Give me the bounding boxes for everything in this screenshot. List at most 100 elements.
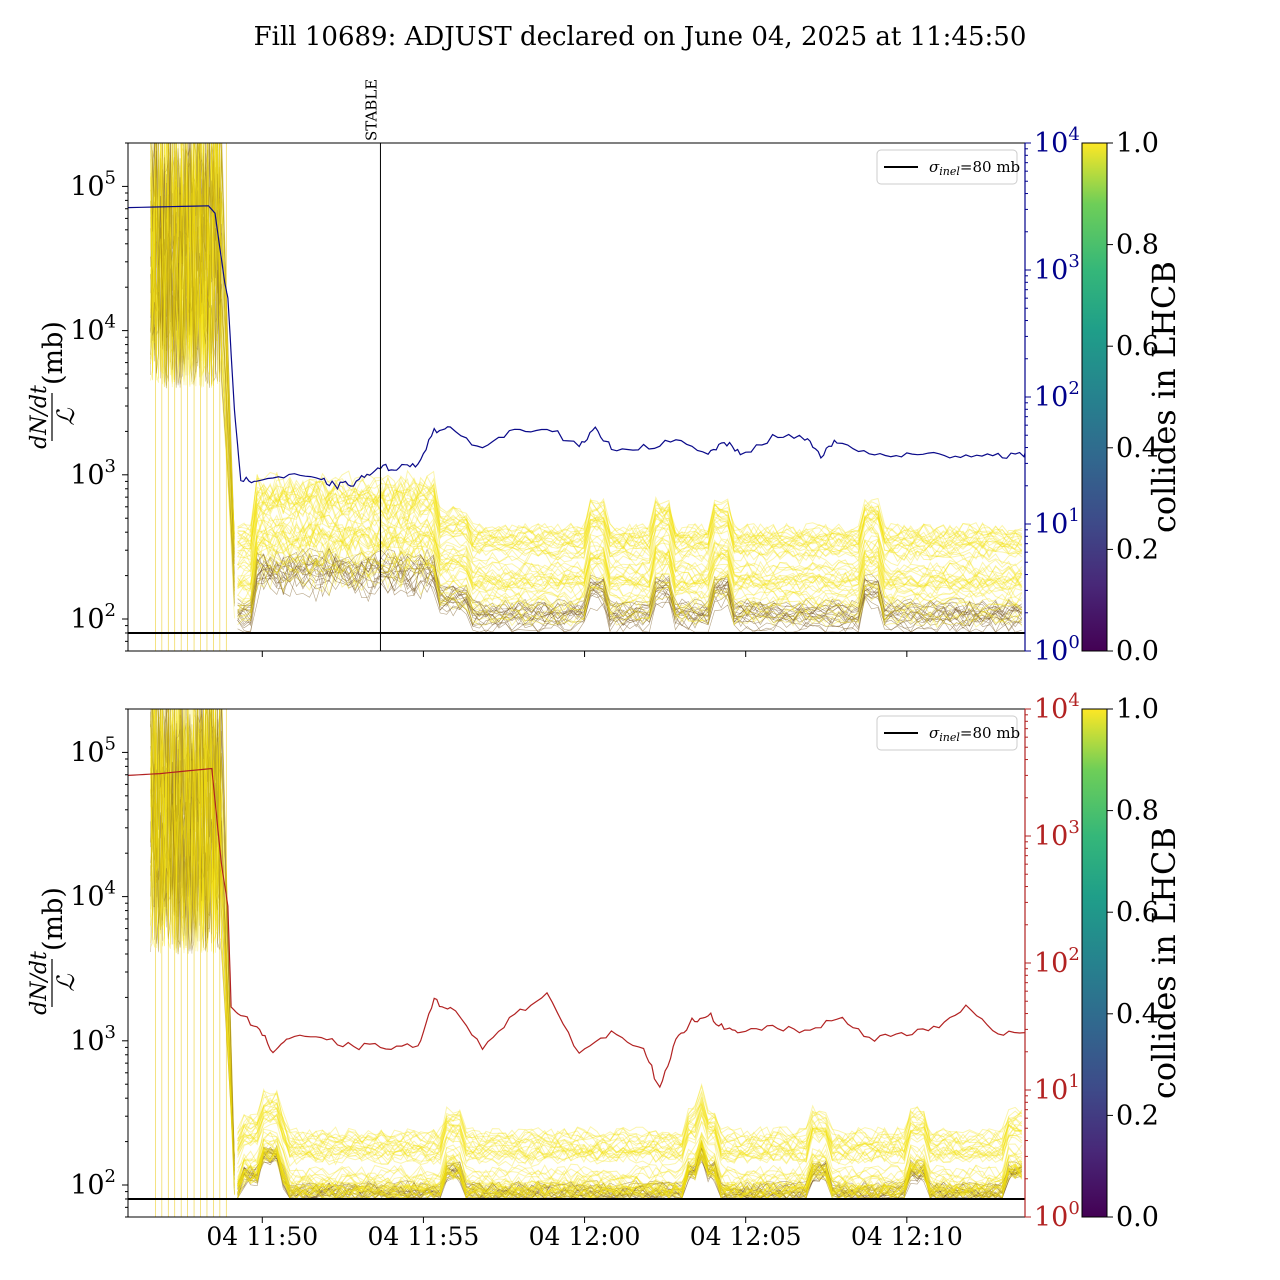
bunch-trace: [237, 491, 1022, 561]
bunch-trace: [237, 539, 1023, 609]
colorbar-tick-label: 0.2: [1116, 1100, 1159, 1131]
bunch-trace-early: [150, 143, 235, 604]
bunch-trace: [237, 500, 1023, 567]
colorbar-gradient: [1081, 142, 1108, 652]
colorbar-tick-label: 0.4: [1116, 999, 1159, 1030]
y-tick-label: 103: [70, 1022, 116, 1057]
bunch-trace: [237, 1084, 1023, 1144]
y-label-numerator: dN/dt: [27, 951, 52, 1015]
bunch-trace: [237, 518, 1023, 592]
bunch-trace-early: [150, 709, 235, 1172]
bunch-trace: [237, 548, 1022, 619]
y-label-denominator: ℒ: [52, 408, 80, 426]
bunch-trace-early: [150, 709, 235, 1160]
bunch-trace: [237, 475, 1022, 546]
bunch-trace-early: [150, 143, 235, 592]
bunch-trace-early: [150, 143, 235, 565]
bunch-trace-early: [150, 709, 235, 1166]
bunch-trace: [237, 1139, 1022, 1198]
bunch-trace: [237, 527, 1023, 593]
bunch-trace-early: [150, 709, 235, 1176]
y2-tick-label: 100: [1034, 632, 1080, 667]
bunch-trace: [237, 1138, 1023, 1190]
bunch-trace: [237, 1099, 1023, 1155]
bunch-trace-early: [150, 143, 235, 619]
y-label-unit: (mb): [38, 887, 69, 951]
bunch-trace-early: [150, 709, 235, 1173]
bunch-trace: [237, 549, 1023, 618]
bunch-trace: [237, 1103, 1023, 1162]
y-tick-label: 104: [70, 312, 116, 347]
bunch-trace-early: [150, 709, 235, 1158]
bunch-trace-early: [150, 143, 235, 556]
bunch-trace: [237, 1149, 1022, 1199]
bunch-trace-early: [150, 709, 235, 1157]
bunch-trace: [237, 567, 1022, 633]
legend-box: [876, 149, 1018, 185]
legend-box: [876, 715, 1018, 751]
bunch-trace: [237, 1146, 1022, 1198]
bunch-trace: [237, 1131, 1023, 1183]
bunch-trace: [237, 472, 1023, 539]
y-label-unit: (mb): [38, 321, 69, 385]
y-axis-label: dN/dt ℒ (mb): [27, 321, 80, 449]
bunch-trace: [237, 555, 1023, 627]
colorbar-tick-label: 0.0: [1116, 1202, 1159, 1233]
bunch-trace: [237, 1141, 1023, 1194]
bunch-trace: [237, 523, 1022, 592]
bunch-trace-early: [150, 143, 235, 551]
bunch-trace: [237, 470, 1022, 540]
bunch-trace: [237, 510, 1023, 579]
bunch-trace: [237, 480, 1023, 548]
bunch-trace-early: [150, 709, 235, 1170]
bunch-trace-early: [150, 709, 235, 1187]
bunch-trace-early: [150, 709, 235, 1166]
bunch-trace-early: [150, 709, 235, 1186]
bunch-trace: [237, 1150, 1022, 1199]
bunch-trace-early: [150, 709, 235, 1167]
bunch-trace: [237, 1132, 1023, 1191]
bunch-trace-early: [150, 709, 235, 1174]
bunch-trace: [237, 1105, 1023, 1160]
colorbar-tick-label: 0.6: [1116, 331, 1159, 362]
bunch-trace: [237, 521, 1023, 591]
bunch-trace: [237, 1093, 1023, 1148]
colorbar: 0.0 0.2 0.4 0.6 0.8 1.0 collides in LHCB: [1081, 128, 1183, 667]
bunch-trace: [237, 538, 1023, 607]
bunch-trace: [237, 558, 1022, 624]
bunch-trace: [237, 1131, 1022, 1186]
bunch-trace-early: [150, 155, 235, 607]
colorbar-tick-label: 0.4: [1116, 433, 1159, 464]
bunch-trace: [237, 1109, 1023, 1165]
bunch-trace-early: [150, 709, 235, 1191]
bunch-trace-early: [150, 143, 235, 590]
bunch-trace-early: [150, 143, 235, 579]
bunch-trace: [237, 1144, 1023, 1200]
bunch-trace-early: [150, 143, 235, 583]
bunch-trace-early: [150, 709, 235, 1195]
bunch-trace: [237, 469, 1022, 540]
x-tick-label: 04 12:10: [851, 1222, 963, 1251]
bunch-trace-early: [150, 709, 235, 1195]
bunch-trace: [237, 559, 1022, 628]
right-axis-series-line: [128, 767, 1025, 1089]
bunch-trace: [237, 486, 1023, 556]
bunch-trace: [237, 478, 1023, 549]
bunch-trace: [237, 1113, 1022, 1166]
bunch-trace: [237, 558, 1022, 627]
bunch-trace-early: [150, 143, 235, 541]
bunch-trace-early: [150, 143, 235, 542]
bunch-trace: [237, 1104, 1022, 1157]
bunch-trace: [237, 1154, 1022, 1199]
bunch-trace-early: [150, 709, 235, 1155]
bunch-trace-early: [150, 709, 235, 1180]
bunch-trace-early: [150, 143, 235, 581]
bunch-trace: [237, 521, 1023, 591]
colorbars: 0.0 0.2 0.4 0.6 0.8 1.0 collides in LHCB 0.0 0.2…: [1081, 128, 1183, 1233]
bunch-trace-early: [150, 143, 235, 605]
bunch-trace: [237, 495, 1022, 567]
bunch-trace: [237, 470, 1022, 540]
y2-tick-label: 102: [1034, 378, 1080, 413]
bunch-trace-early: [150, 709, 235, 1193]
bunch-trace-early: [150, 143, 235, 601]
